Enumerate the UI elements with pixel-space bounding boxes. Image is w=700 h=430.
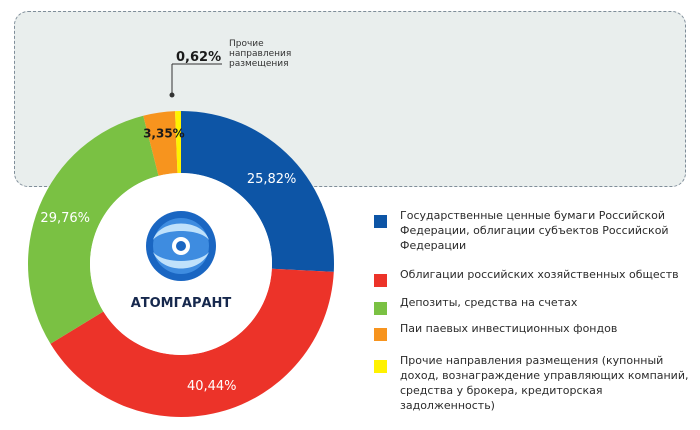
legend-label: Облигации российских хозяйственных общес… bbox=[400, 268, 679, 281]
legend-item-5: Прочие направления размещения (купонный … bbox=[374, 353, 690, 413]
slice-label: 40,44% bbox=[187, 379, 237, 394]
logo-text: АТОМГАРАНТ bbox=[131, 296, 232, 311]
legend-label: Паи паевых инвестиционных фондов bbox=[400, 322, 618, 335]
slice-fund-shares bbox=[143, 111, 178, 176]
legend-item-3: Депозиты, средства на счетах bbox=[374, 295, 690, 315]
slice-label: 3,35% bbox=[143, 126, 185, 140]
donut-slices bbox=[27, 111, 335, 417]
legend-swatch bbox=[374, 328, 387, 341]
slice-deposits bbox=[27, 115, 159, 344]
slice-label: 25,82% bbox=[247, 172, 297, 187]
callout: 0,62% Прочие направления размещения bbox=[169, 39, 294, 98]
callout-line-3: размещения bbox=[229, 59, 289, 69]
callout-dot bbox=[169, 92, 175, 98]
legend-swatch bbox=[374, 274, 387, 287]
legend-label: Депозиты, средства на счетах bbox=[400, 296, 578, 309]
center-logo: АТОМГАРАНТ bbox=[90, 173, 272, 355]
legend-label: Государственные ценные бумаги Российской… bbox=[400, 209, 669, 252]
slice-label: 29,76% bbox=[40, 211, 90, 226]
legend-label: Прочие направления размещения (купонный … bbox=[400, 354, 689, 412]
legend-swatch bbox=[374, 302, 387, 315]
slice-other bbox=[175, 111, 181, 174]
legend-swatch bbox=[374, 215, 387, 228]
atomgarant-logo-icon bbox=[146, 211, 216, 281]
legend-item-2: Облигации российских хозяйственных общес… bbox=[374, 267, 690, 287]
legend-item-1: Государственные ценные бумаги Российской… bbox=[374, 208, 690, 253]
slice-government-bonds bbox=[181, 111, 335, 272]
slice-corporate-bonds bbox=[50, 268, 334, 417]
legend-swatch bbox=[374, 360, 387, 373]
callout-text: Прочие направления размещения bbox=[229, 39, 294, 69]
callout-line-2: направления bbox=[229, 49, 291, 59]
callout-line-1: Прочие bbox=[229, 39, 264, 49]
callout-value: 0,62% bbox=[176, 50, 221, 65]
slice-labels: 25,82% 40,44% 29,76% 3,35% bbox=[40, 126, 296, 394]
legend-item-4: Паи паевых инвестиционных фондов bbox=[374, 321, 690, 341]
